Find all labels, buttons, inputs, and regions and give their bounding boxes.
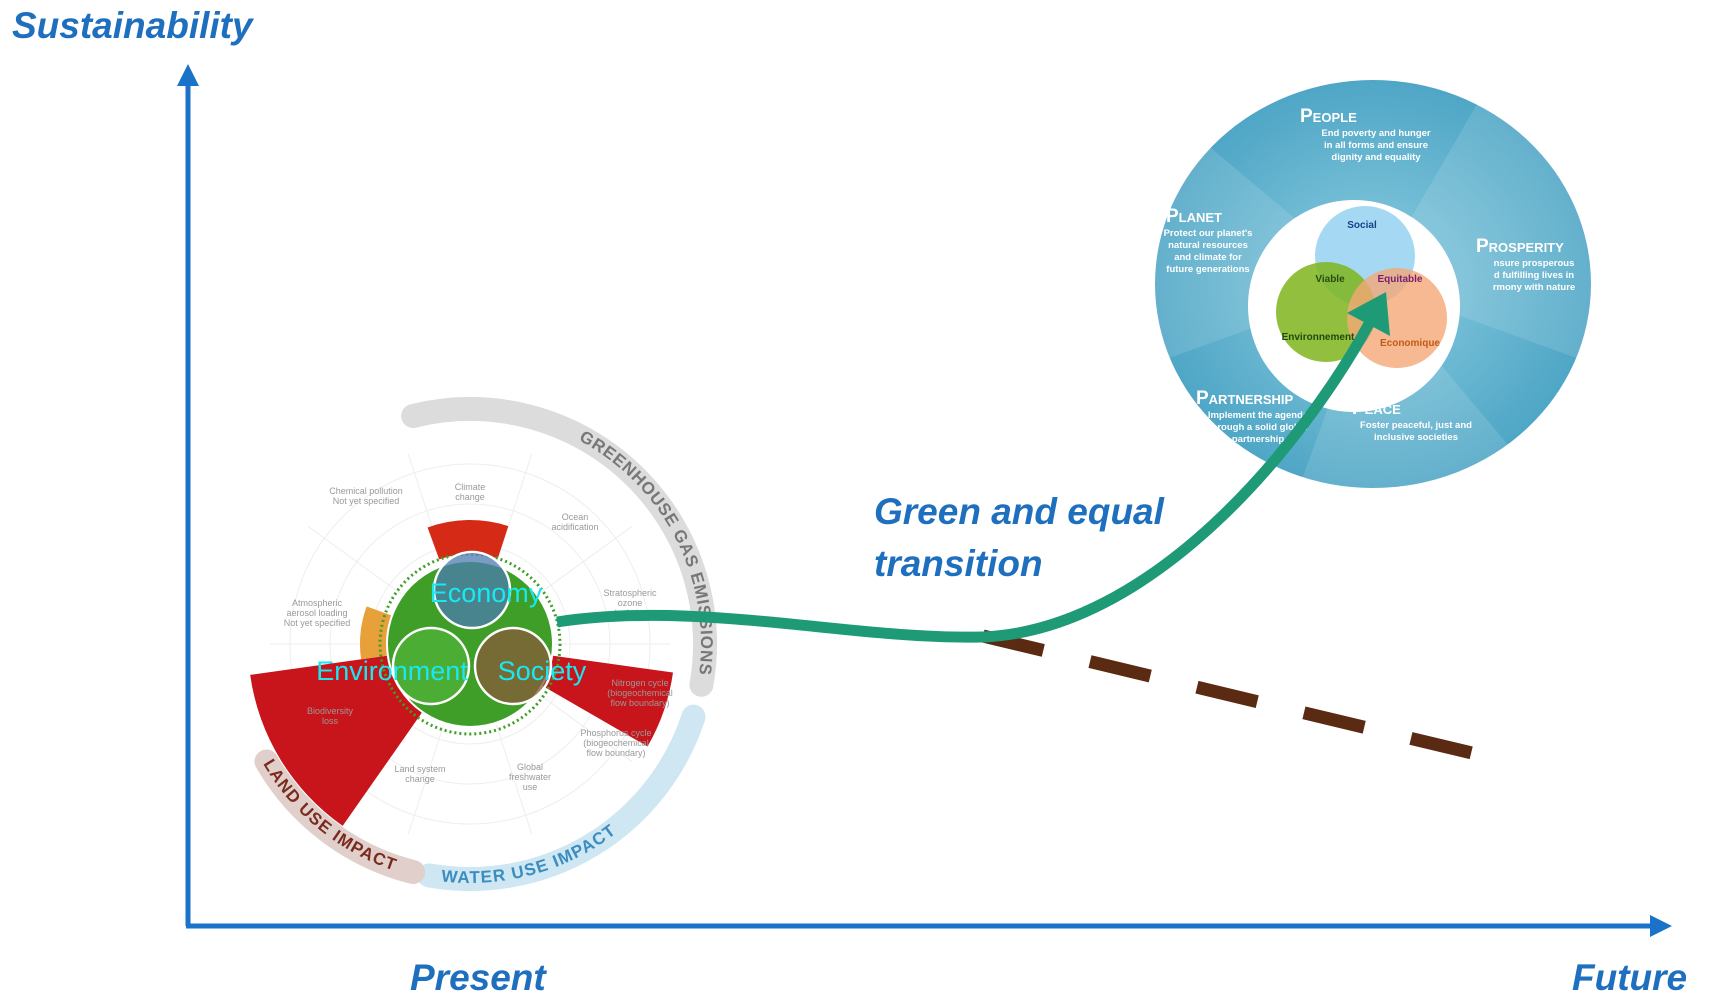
pillar-text: through a solid global [1208,422,1307,433]
x-end-label: Future [1572,957,1687,995]
x-start-label: Present [410,957,547,995]
sector-spoke [538,526,633,595]
pillar-title: Prosperity [1476,236,1564,257]
sector-spoke [307,526,402,595]
sector-spoke [407,724,445,835]
boundary-label: loss [322,716,339,726]
boundary-label: flow boundary) [586,748,645,758]
pillar-text: in all forms and ensure [1324,140,1428,151]
pillar-text: Implement the agenda [1208,410,1309,421]
safe-boundary [378,552,562,736]
band-arc [417,704,706,891]
pillar-title: Partnership [1196,388,1294,409]
boundary-label: acidification [551,522,598,532]
pillar-text: rmony with nature [1493,282,1575,293]
pillar-text: inclusive societies [1374,432,1458,443]
core-label: Economy [430,578,543,608]
venn-label: Viable [1315,274,1345,285]
venn-label: Environnement [1282,332,1355,343]
boundary-label: Chemical pollution [329,486,403,496]
boundary-label: flow boundary) [610,698,669,708]
pillar-text: d fulfilling lives in [1494,270,1574,281]
transition-path [556,319,1375,643]
boundary-wedge [250,655,422,826]
core-circle [432,550,512,630]
core-label: Environment [316,656,468,686]
pillar-text: natural resources [1168,240,1248,251]
boundary-label: change [455,492,485,502]
y-axis-label: Sustainability [12,5,255,46]
boundary-label: ozone [618,598,643,608]
pillar-title: People [1300,106,1357,127]
boundary-label: Not yet specified [284,618,351,628]
pillar-text: End poverty and hunger [1321,128,1431,139]
transition-label: transition [874,543,1043,584]
boundary-label: freshwater [509,772,551,782]
core-circle [391,626,471,706]
pillar-text: Protect our planet's [1164,228,1253,239]
boundary-label: Global [517,762,543,772]
pillar-text: dignity and equality [1331,152,1421,163]
boundary-wedge [542,655,674,747]
sector-spoke [495,453,533,564]
sdg-wheel: Social Viable Equitable Environnement Econom… [1151,80,1597,501]
core-circle [473,626,553,706]
boundary-label: Phosphorus cycle [580,728,651,738]
venn-economy [1347,268,1447,368]
boundary-label: Stratospheric [603,588,657,598]
pillar-text: future generations [1166,264,1249,275]
sector-spoke [538,693,633,762]
boundary-label: (biogeochemical [583,738,649,748]
pillar-title: Peace [1352,398,1401,419]
venn-label: Equitable [1377,274,1422,285]
pillar-text: nsure prosperous [1494,258,1575,269]
boundary-wedge [360,606,392,660]
y-axis-arrowhead [177,64,199,86]
boundary-wedge [427,519,509,560]
band-arc [254,749,426,885]
venn-label: Social [1347,220,1377,231]
pillar-text: Foster peaceful, just and [1360,420,1472,431]
boundary-label: Climate [455,482,486,492]
boundary-label: (biogeochemical [607,688,673,698]
pillar-text: and climate for [1174,252,1242,263]
pillar-text: partnership [1232,434,1284,445]
business-as-usual-path [981,629,1478,761]
boundary-label: Ocean [562,512,589,522]
boundary-label: aerosol loading [286,608,347,618]
transition-label: Green and equal [874,491,1165,532]
sector-spoke [495,724,533,835]
boundary-label: Land system [394,764,445,774]
pillar-title: Planet [1166,206,1222,227]
boundary-label: change [405,774,435,784]
x-axis-arrowhead [1650,915,1672,937]
transition-arrowhead [1347,292,1390,336]
boundary-label: use [523,782,538,792]
boundary-label: Atmospheric [292,598,343,608]
boundary-label: Biodiversity [307,706,354,716]
core-label: Society [498,656,587,686]
sdg-segment [1151,143,1373,359]
venn-label: Economique [1380,338,1440,349]
boundary-label: Nitrogen cycle [611,678,668,688]
boundary-label: Not yet specified [333,496,400,506]
